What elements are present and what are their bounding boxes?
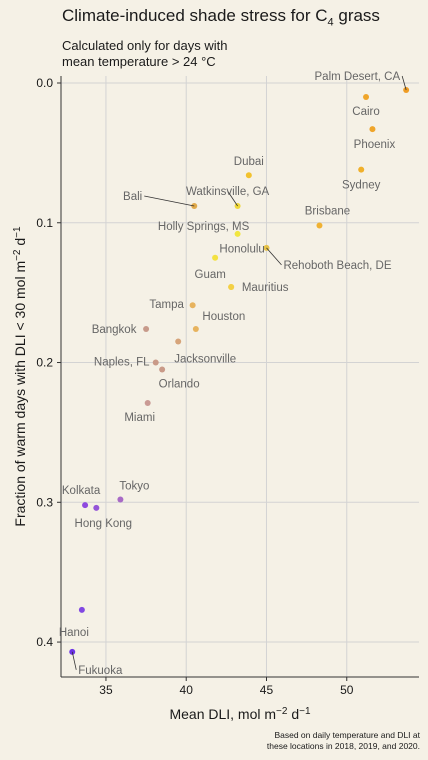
data-point	[159, 366, 166, 373]
x-tick-label: 40	[180, 683, 194, 697]
data-point	[228, 284, 235, 291]
point-label: Mauritius	[242, 282, 289, 294]
point-label: Kolkata	[62, 485, 101, 497]
point-label: Miami	[124, 412, 155, 424]
subtitle-line: Calculated only for days with	[62, 38, 228, 53]
y-tick-label: 0.0	[36, 76, 53, 90]
point-label: Hong Kong	[75, 518, 133, 530]
data-point	[143, 325, 150, 332]
data-point	[78, 606, 85, 613]
leader-line	[266, 247, 282, 266]
data-point	[189, 302, 196, 309]
point-label: Honolulu	[219, 244, 264, 256]
data-point	[358, 166, 365, 173]
point-label: Watkinsville, GA	[186, 186, 270, 198]
data-point	[234, 230, 241, 237]
grid-lines	[61, 76, 419, 677]
y-tick-label: 0.1	[36, 216, 53, 230]
data-point	[369, 126, 376, 133]
x-tick-label: 35	[99, 683, 113, 697]
point-label: Bali	[123, 191, 142, 203]
subtitle-line: mean temperature > 24 °C	[62, 54, 216, 69]
data-point	[152, 359, 159, 366]
data-point	[117, 496, 124, 503]
data-point	[363, 93, 370, 100]
caption-line: Based on daily temperature and DLI at	[274, 730, 420, 740]
caption-line: these locations in 2018, 2019, and 2020.	[266, 741, 420, 751]
data-point	[192, 325, 199, 332]
point-label: Tampa	[149, 299, 184, 311]
point-label: Guam	[195, 269, 226, 281]
point-label: Tokyo	[119, 480, 149, 492]
data-point	[82, 502, 89, 509]
data-point	[144, 400, 151, 407]
point-label: Houston	[202, 311, 245, 323]
data-labels: Palm Desert, CA Cairo Phoenix Dubai Sydney Wa…	[59, 71, 407, 677]
point-label: Palm Desert, CA	[315, 71, 401, 83]
data-point	[245, 172, 252, 179]
y-tick-label: 0.4	[36, 635, 53, 649]
point-label: Phoenix	[354, 139, 396, 151]
data-points	[69, 86, 410, 655]
y-tick-label: 0.3	[36, 495, 53, 509]
leader-line	[71, 651, 77, 670]
data-point	[212, 254, 219, 261]
point-label: Cairo	[352, 106, 379, 118]
point-label: Rehoboth Beach, DE	[283, 260, 391, 272]
leader-line	[401, 75, 407, 91]
point-label: Orlando	[159, 379, 200, 391]
data-point	[175, 338, 182, 345]
point-label: Naples, FL	[94, 357, 150, 369]
leader-line	[227, 190, 238, 207]
x-axis-label: Mean DLI, mol m−2 d−1	[169, 706, 311, 722]
chart-subtitle: Calculated only for days with mean tempe…	[62, 38, 312, 70]
point-label: Brisbane	[305, 206, 350, 218]
point-label: Jacksonville	[174, 354, 236, 366]
x-tick-label: 45	[260, 683, 274, 697]
point-label: Dubai	[234, 156, 264, 168]
y-tick-label: 0.2	[36, 356, 53, 370]
chart-title: Climate-induced shade stress for C4 gras…	[62, 6, 380, 29]
point-label: Fukuoka	[78, 665, 123, 677]
data-point	[316, 222, 323, 229]
point-label: Bangkok	[92, 324, 137, 336]
point-label: Holly Springs, MS	[158, 221, 250, 233]
leader-line	[144, 195, 195, 207]
y-axis-label: Fraction of warm days with DLI < 30 mol …	[12, 226, 28, 527]
x-tick-label: 50	[340, 683, 354, 697]
point-label: Hanoi	[59, 627, 89, 639]
chart-caption: Based on daily temperature and DLI at th…	[160, 730, 420, 752]
data-point	[93, 504, 100, 511]
point-label: Sydney	[342, 180, 381, 192]
